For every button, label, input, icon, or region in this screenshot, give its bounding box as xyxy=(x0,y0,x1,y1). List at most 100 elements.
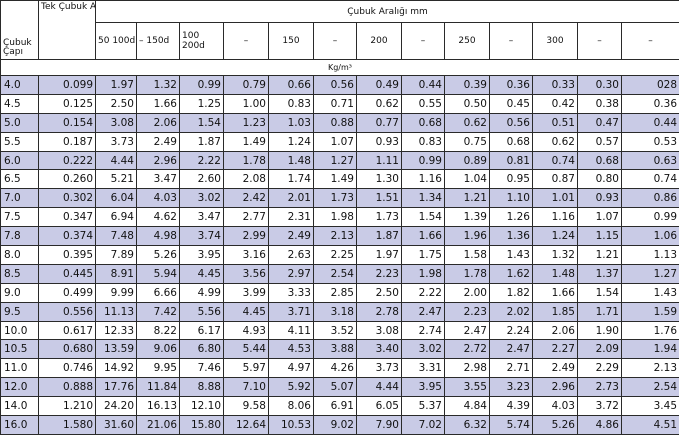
steel-amount-cell: 2.13 xyxy=(313,226,357,247)
steel-amount-cell: 9.95 xyxy=(136,358,180,379)
steel-amount-cell: 3.23 xyxy=(489,377,533,398)
steel-amount-cell: 3.02 xyxy=(401,339,445,360)
steel-amount-cell: 3.02 xyxy=(179,188,224,209)
steel-amount-cell: 1.11 xyxy=(356,150,402,171)
bar-weight-cell: 0.099 xyxy=(38,75,96,95)
steel-amount-cell: 0.77 xyxy=(356,112,402,133)
steel-amount-cell: 2.42 xyxy=(223,188,269,209)
steel-amount-cell: 1.66 xyxy=(136,93,180,114)
steel-amount-cell: 6.32 xyxy=(444,415,490,435)
steel-amount-cell: 1.78 xyxy=(223,150,269,171)
steel-amount-cell: 1.30 xyxy=(356,169,402,190)
bar-weight-cell: 1.210 xyxy=(38,396,96,417)
steel-amount-cell: 11.13 xyxy=(95,301,137,322)
steel-amount-cell: 0.68 xyxy=(577,150,622,171)
steel-amount-cell: 1.32 xyxy=(136,75,180,95)
steel-amount-cell: 1.98 xyxy=(313,207,357,228)
bar-weight-cell: 0.746 xyxy=(38,358,96,379)
steel-amount-cell: 0.39 xyxy=(444,75,490,95)
table-row: 6.5 0.260 5.21 3.47 2.60 2.08 1.74 1.49 1.30 1.16… xyxy=(0,169,679,190)
bar-weight-cell: 0.347 xyxy=(38,207,96,228)
spacing-header-12: – xyxy=(577,22,622,60)
bar-weight-cell: 0.499 xyxy=(38,282,96,303)
steel-amount-cell: 0.38 xyxy=(577,93,622,114)
steel-amount-cell: 1.90 xyxy=(577,320,622,341)
steel-amount-cell: 0.87 xyxy=(532,169,578,190)
steel-amount-cell: 1.48 xyxy=(268,150,314,171)
steel-amount-cell: 2.06 xyxy=(136,112,180,133)
steel-amount-cell: 1.54 xyxy=(179,112,224,133)
steel-amount-cell: 1.27 xyxy=(620,263,679,284)
steel-amount-cell: 17.76 xyxy=(95,377,137,398)
steel-amount-cell: 1.27 xyxy=(313,150,357,171)
steel-amount-cell: 9.02 xyxy=(313,415,357,435)
steel-amount-cell: 1.51 xyxy=(356,188,402,209)
steel-amount-cell: 0.89 xyxy=(444,150,490,171)
steel-amount-cell: 7.42 xyxy=(136,301,180,322)
steel-amount-cell: 1.15 xyxy=(577,226,622,247)
steel-amount-cell: 3.18 xyxy=(313,301,357,322)
steel-amount-cell: 0.56 xyxy=(489,112,533,133)
bar-diameter-cell: 7.8 xyxy=(0,226,39,247)
steel-amount-cell: 1.49 xyxy=(223,131,269,152)
spacing-title-label: Çubuk Aralığı mm xyxy=(347,6,428,17)
table-row: 7.0 0.302 6.04 4.03 3.02 2.42 2.01 1.73 1.51 1.34… xyxy=(0,188,679,209)
steel-amount-cell: 4.62 xyxy=(136,207,180,228)
steel-amount-cell: 1.23 xyxy=(223,112,269,133)
steel-amount-cell: 0.51 xyxy=(532,112,578,133)
steel-amount-cell: 3.52 xyxy=(313,320,357,341)
steel-amount-cell: 2.54 xyxy=(313,263,357,284)
bar-diameter-cell: 7.0 xyxy=(0,188,39,209)
steel-amount-cell: 7.90 xyxy=(356,415,402,435)
steel-amount-cell: 5.21 xyxy=(95,169,137,190)
steel-amount-cell: 5.37 xyxy=(401,396,445,417)
steel-amount-cell: 1.75 xyxy=(401,245,445,265)
spacing-header-9: 250 xyxy=(444,22,490,60)
steel-amount-cell: 4.86 xyxy=(577,415,622,435)
steel-amount-cell: 3.40 xyxy=(356,339,402,360)
spacing-header-13: – xyxy=(620,22,679,60)
steel-amount-cell: 7.46 xyxy=(179,358,224,379)
bar-weight-cell: 0.260 xyxy=(38,169,96,190)
steel-amount-cell: 4.26 xyxy=(313,358,357,379)
steel-amount-cell: 1.97 xyxy=(356,245,402,265)
bar-diameter-cell: 14.0 xyxy=(0,396,39,417)
bar-diameter-cell: 10.0 xyxy=(0,320,39,341)
steel-amount-cell: 4.93 xyxy=(223,320,269,341)
steel-amount-cell: 0.68 xyxy=(489,131,533,152)
steel-amount-cell: 13.59 xyxy=(95,339,137,360)
bar-weight-cell: 0.445 xyxy=(38,263,96,284)
table-row: 8.0 0.395 7.89 5.26 3.95 3.16 2.63 2.25 1.97 1.75… xyxy=(0,245,679,265)
table-row: 5.0 0.154 3.08 2.06 1.54 1.23 1.03 0.88 0.77 0.68… xyxy=(0,112,679,133)
steel-amount-cell: 4.03 xyxy=(532,396,578,417)
steel-amount-cell: 3.73 xyxy=(356,358,402,379)
steel-amount-cell: 2.47 xyxy=(489,339,533,360)
steel-amount-cell: 1.66 xyxy=(401,226,445,247)
steel-amount-cell: 1.37 xyxy=(577,263,622,284)
steel-amount-cell: 0.93 xyxy=(577,188,622,209)
steel-amount-cell: 0.86 xyxy=(620,188,679,209)
spacing-header-8: – xyxy=(401,22,445,60)
steel-amount-cell: 1.26 xyxy=(489,207,533,228)
bar-weight-cell: 0.617 xyxy=(38,320,96,341)
steel-amount-cell: 2.78 xyxy=(356,301,402,322)
steel-amount-cell: 0.80 xyxy=(577,169,622,190)
steel-amount-cell: 2.24 xyxy=(489,320,533,341)
steel-amount-cell: 1.43 xyxy=(489,245,533,265)
steel-amount-cell: 0.74 xyxy=(620,169,679,190)
table-row: 4.5 0.125 2.50 1.66 1.25 1.00 0.83 0.71 0.62 0.55… xyxy=(0,93,679,114)
steel-amount-cell: 3.71 xyxy=(268,301,314,322)
steel-amount-cell: 1.00 xyxy=(223,93,269,114)
steel-amount-cell: 2.08 xyxy=(223,169,269,190)
steel-amount-cell: 2.23 xyxy=(444,301,490,322)
spacing-header-10: – xyxy=(489,22,533,60)
steel-amount-cell: 1.21 xyxy=(444,188,490,209)
steel-amount-cell: 3.45 xyxy=(620,396,679,417)
steel-amount-cell: 5.26 xyxy=(532,415,578,435)
steel-amount-cell: 1.85 xyxy=(532,301,578,322)
steel-amount-cell: 1.48 xyxy=(532,263,578,284)
bar-diameter-cell: 9.5 xyxy=(0,301,39,322)
steel-amount-cell: 5.26 xyxy=(136,245,180,265)
steel-amount-cell: 24.20 xyxy=(95,396,137,417)
